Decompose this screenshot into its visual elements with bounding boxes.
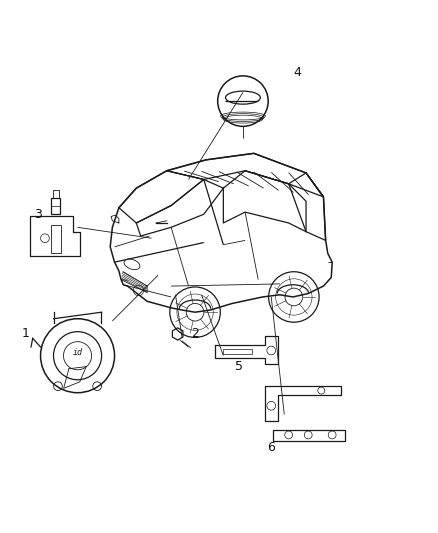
- Text: 4: 4: [293, 66, 301, 79]
- Bar: [51, 225, 61, 254]
- Text: 3: 3: [35, 208, 42, 221]
- Text: id: id: [73, 348, 82, 357]
- Bar: [51, 198, 60, 214]
- Text: 5: 5: [235, 360, 243, 373]
- Bar: [53, 190, 59, 198]
- Text: 6: 6: [267, 441, 275, 454]
- Text: 2: 2: [191, 327, 199, 341]
- Text: 1: 1: [21, 327, 29, 341]
